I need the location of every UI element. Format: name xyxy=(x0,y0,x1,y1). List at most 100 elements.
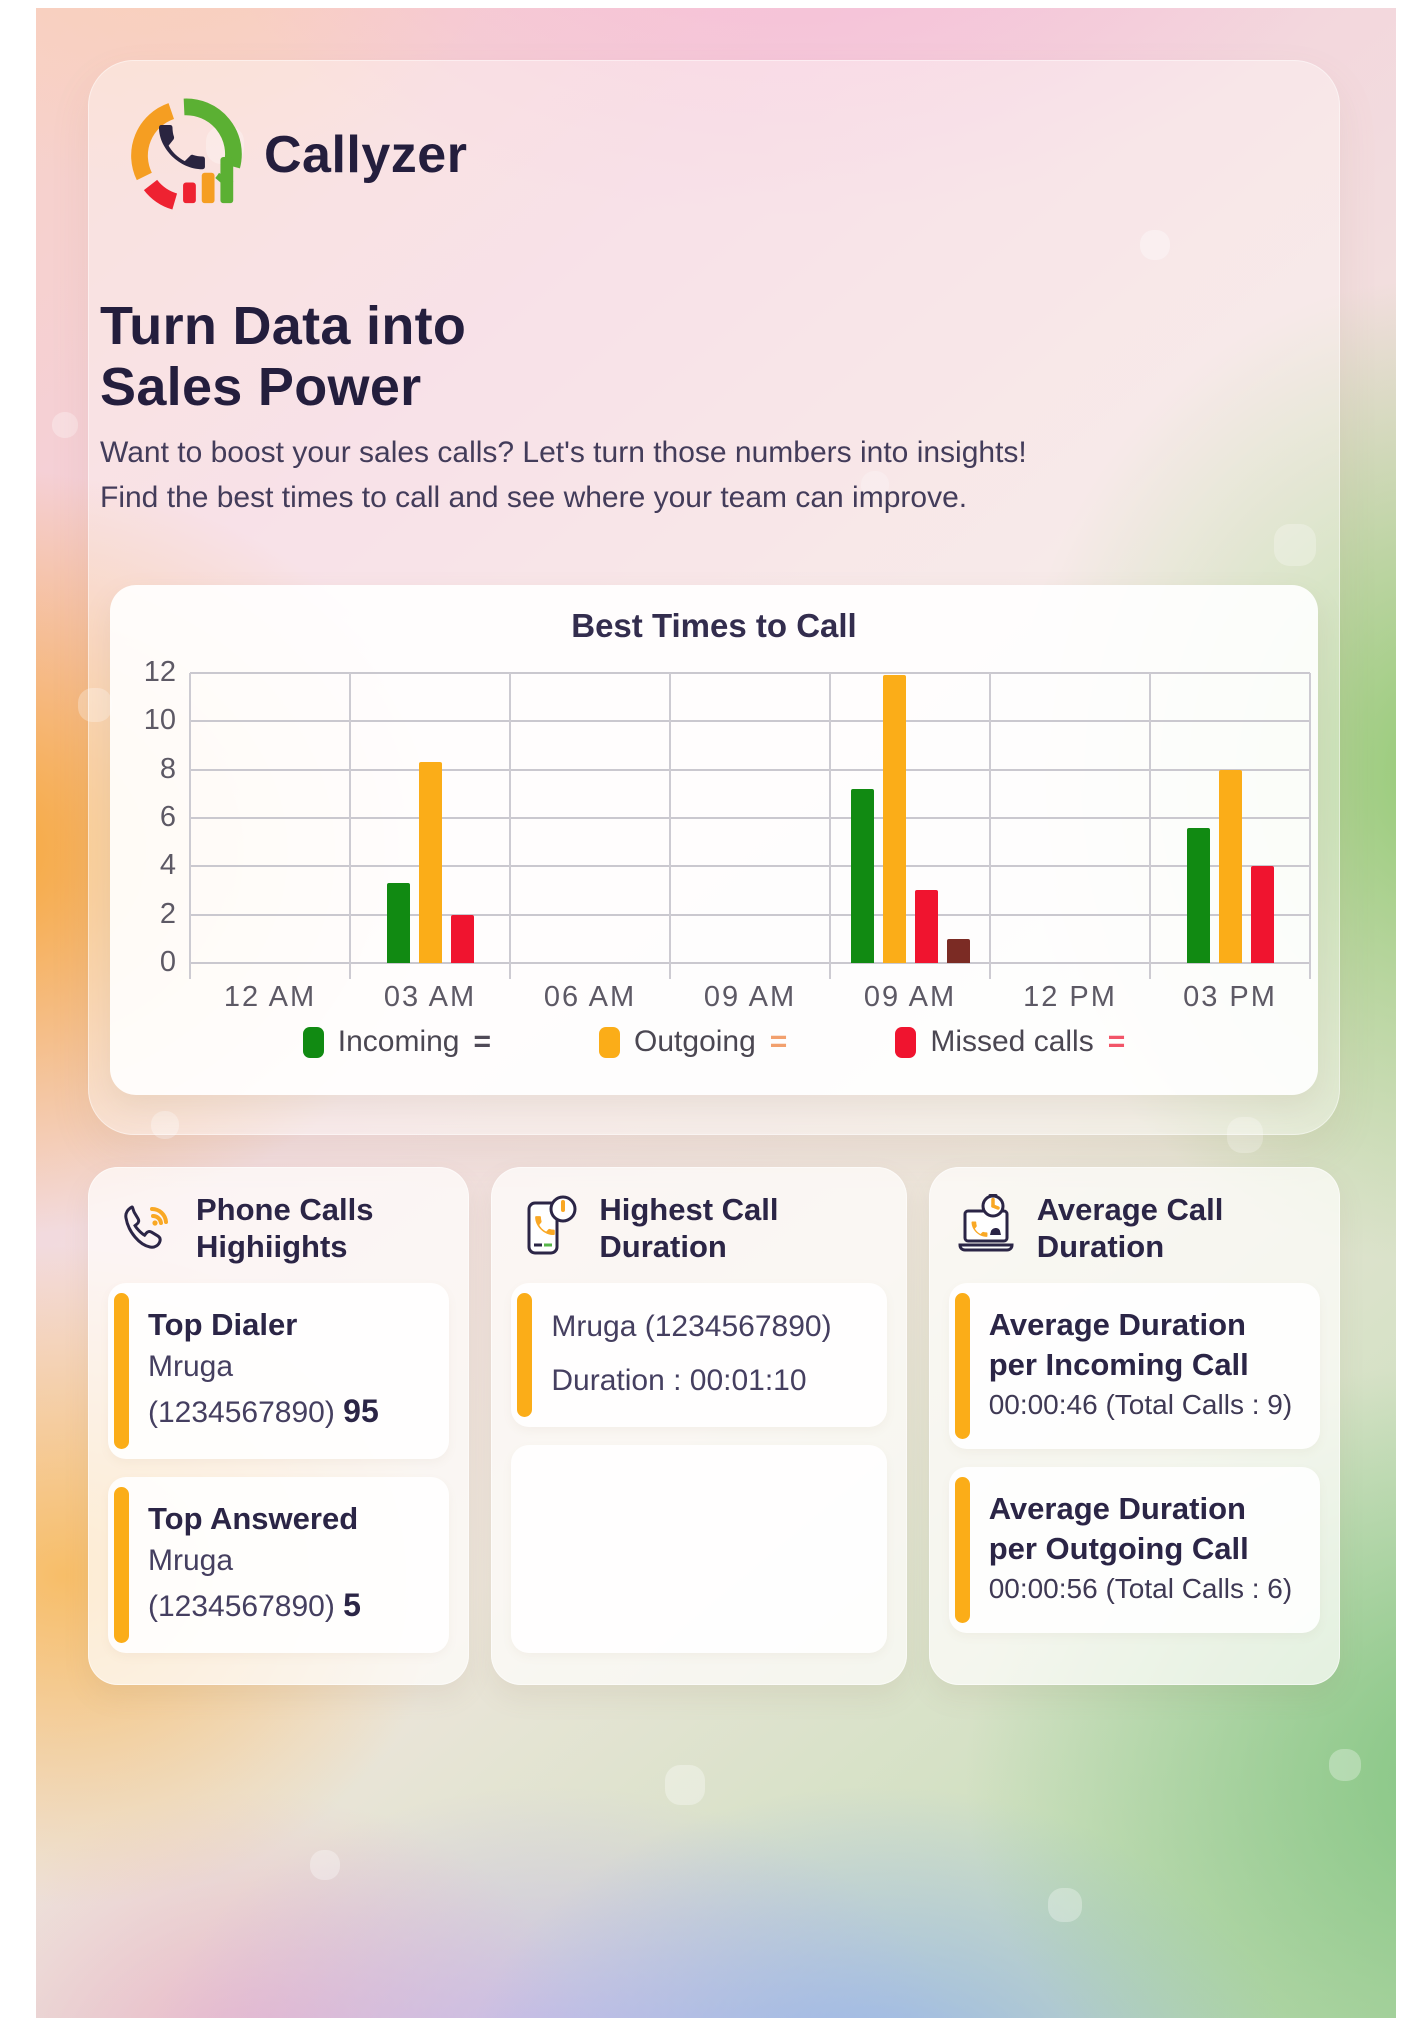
item-count: 95 xyxy=(343,1393,379,1429)
phone-waves-icon xyxy=(124,1205,168,1249)
subtitle-line2: Find the best times to call and see wher… xyxy=(100,481,968,514)
card-title-line1: Average Call xyxy=(1036,1192,1224,1227)
x-axis-label: 06 AM xyxy=(543,981,637,1013)
card-title-line2: Duration xyxy=(1036,1229,1165,1264)
y-axis-tick: 2 xyxy=(159,897,176,930)
item-name: Mruga xyxy=(148,1544,234,1577)
item-value: 00:00:56 (Total Calls : 6) xyxy=(988,1573,1293,1604)
legend-label: Incoming xyxy=(337,1025,460,1058)
card-title: Phone Calls Highiights xyxy=(196,1191,373,1265)
legend-swatch xyxy=(302,1026,324,1058)
chart-plot: 0 2 4 6 8 10 12 12 AM 03 AM 06 AM 09 AM 09 AM 12 PM 0… xyxy=(144,656,1311,1013)
y-axis-tick: 0 xyxy=(159,946,176,978)
item-duration: Duration : 00:01:10 xyxy=(551,1364,807,1397)
item-heading: Top Dialer xyxy=(148,1307,298,1342)
item-heading-line2: per Outgoing Call xyxy=(988,1531,1249,1566)
brand-name: Callyzer xyxy=(264,126,468,184)
brand-header: Callyzer xyxy=(128,96,467,214)
legend-equals-mark: = xyxy=(473,1025,492,1058)
highest-duration-item: Mruga (1234567890) Duration : 00:01:10 xyxy=(511,1283,887,1427)
card-title-line1: Phone Calls xyxy=(196,1192,374,1227)
card-header: Highest Call Duration xyxy=(511,1191,886,1283)
gridline-vertical xyxy=(349,673,351,979)
subtitle-line1: Want to boost your sales calls? Let's tu… xyxy=(100,436,1027,469)
bar-outgoing xyxy=(418,762,442,963)
chart-title: Best Times to Call xyxy=(571,607,857,644)
gridline-horizontal xyxy=(190,817,1310,819)
x-axis-label: 09 AM xyxy=(863,981,957,1013)
gridline-vertical xyxy=(509,673,511,979)
gridline-horizontal xyxy=(190,720,1310,723)
gridline-vertical xyxy=(989,673,991,979)
y-axis-tick: 6 xyxy=(159,801,176,833)
legend-item: Outgoing = xyxy=(599,1025,787,1059)
legend-label: Missed calls xyxy=(930,1025,1094,1058)
y-axis-tick: 12 xyxy=(143,656,176,688)
gridline-vertical xyxy=(189,673,191,979)
average-call-duration-card: Average Call Duration Average Duration p… xyxy=(928,1167,1340,1685)
callyzer-logo-icon xyxy=(131,98,242,210)
bar-outgoing xyxy=(882,675,906,963)
gridline-horizontal xyxy=(190,768,1310,771)
bar-missed-calls xyxy=(914,890,938,963)
empty-item xyxy=(511,1445,887,1653)
phone-calls-highlights-card: Phone Calls Highiights Top Dialer Mruga … xyxy=(88,1167,470,1685)
chart-legend: Incoming = Outgoing = Missed calls = xyxy=(110,1025,1318,1059)
gridline-horizontal xyxy=(190,913,1310,916)
y-axis-tick: 10 xyxy=(143,704,176,737)
x-axis-label: 09 AM xyxy=(703,981,797,1013)
legend-item: Missed calls = xyxy=(895,1025,1125,1059)
legend-swatch xyxy=(599,1026,621,1058)
item-name: Mruga xyxy=(148,1350,234,1383)
top-answered-item: Top Answered Mruga (1234567890) 5 xyxy=(108,1477,450,1653)
avg-outgoing-item: Average Duration per Outgoing Call 00:00… xyxy=(948,1467,1320,1633)
bokeh-sparkles xyxy=(0,0,10,10)
phone-clock-icon xyxy=(527,1195,577,1255)
bar-incoming xyxy=(386,883,410,963)
x-axis-label: 03 AM xyxy=(383,981,477,1013)
laptop-clock-icon xyxy=(958,1194,1014,1252)
page-title-line1: Turn Data into xyxy=(100,296,467,356)
item-heading-line1: Average Duration xyxy=(988,1307,1246,1342)
gridline-vertical xyxy=(829,673,831,979)
x-axis-label: 12 AM xyxy=(223,981,317,1013)
gridline-vertical xyxy=(1149,673,1151,979)
item-value: 00:00:46 (Total Calls : 9) xyxy=(988,1389,1293,1420)
item-heading-line1: Average Duration xyxy=(988,1491,1246,1526)
phone-icon xyxy=(158,125,205,170)
legend-item: Incoming = xyxy=(302,1025,492,1059)
card-title: Highest Call Duration xyxy=(599,1191,778,1265)
page-title: Turn Data into Sales Power xyxy=(100,296,466,418)
gridline-horizontal xyxy=(190,962,1310,964)
legend-swatch xyxy=(895,1026,917,1058)
bar-incoming xyxy=(1186,828,1210,963)
x-axis-label: 12 PM xyxy=(1023,981,1117,1013)
gridline-horizontal xyxy=(190,672,1310,674)
bar-outgoing xyxy=(1218,770,1242,963)
legend-equals-mark: = xyxy=(769,1025,788,1058)
card-title-line2: Highiights xyxy=(196,1229,348,1264)
gridline-vertical xyxy=(1309,673,1311,979)
avg-incoming-item: Average Duration per Incoming Call 00:00… xyxy=(948,1283,1320,1449)
card-title-line1: Highest Call xyxy=(599,1192,779,1227)
card-title: Average Call Duration xyxy=(1037,1191,1224,1265)
legend-equals-mark: = xyxy=(1107,1025,1126,1058)
x-axis-label: 03 PM xyxy=(1183,981,1277,1013)
card-title-line2: Duration xyxy=(599,1229,727,1264)
item-count: 5 xyxy=(343,1587,361,1623)
bar-extra xyxy=(946,939,970,963)
item-name-number: Mruga (1234567890) xyxy=(551,1310,832,1343)
y-axis-tick: 8 xyxy=(159,752,176,785)
bar-missed-calls xyxy=(450,915,474,963)
bar-incoming xyxy=(850,789,874,963)
stats-cards-row: Phone Calls Highiights Top Dialer Mruga … xyxy=(88,1167,1340,1685)
item-phone-number: (1234567890) xyxy=(148,1590,335,1623)
bar-missed-calls xyxy=(1250,866,1274,963)
y-axis-tick: 4 xyxy=(159,849,176,882)
item-phone-number: (1234567890) xyxy=(148,1396,335,1429)
gridline-vertical xyxy=(669,673,671,979)
gridline-horizontal xyxy=(190,865,1310,868)
item-heading: Top Answered xyxy=(148,1501,359,1536)
legend-label: Outgoing xyxy=(634,1025,756,1058)
highest-call-duration-card: Highest Call Duration Mruga (1234567890)… xyxy=(491,1167,907,1685)
